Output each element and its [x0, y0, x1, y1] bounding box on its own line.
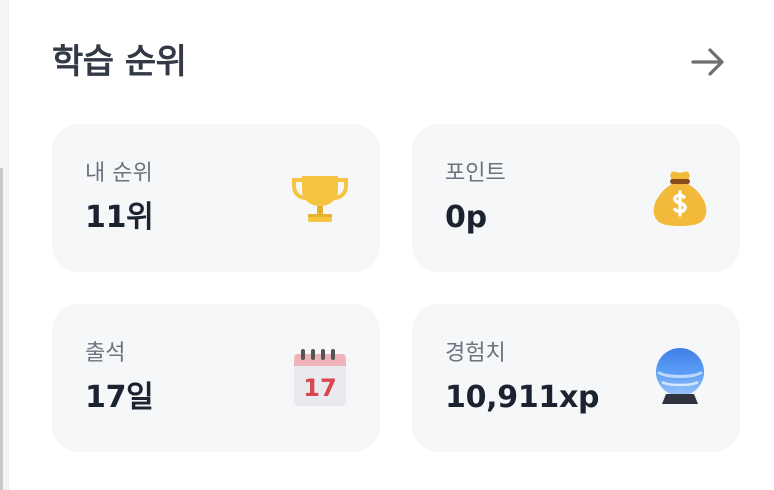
scroll-track: [0, 0, 9, 490]
crystal-ball-icon: [648, 346, 712, 410]
calendar-icon: 17: [288, 346, 352, 410]
money-bag-icon: [648, 166, 712, 230]
card-my-rank[interactable]: 내 순위 11위: [52, 124, 380, 272]
card-label: 경험치: [445, 341, 506, 366]
card-experience[interactable]: 경험치 10,911xp: [412, 304, 740, 452]
scrollbar-thumb[interactable]: [0, 168, 3, 490]
view-more-button[interactable]: [686, 40, 730, 84]
card-value: 0p: [445, 200, 487, 235]
card-label: 출석: [85, 341, 126, 366]
card-value: 11위: [85, 200, 154, 235]
card-label: 내 순위: [85, 161, 153, 186]
ranking-header: 학습 순위: [52, 36, 730, 88]
card-points[interactable]: 포인트 0p: [412, 124, 740, 272]
card-value: 17일: [85, 380, 154, 415]
section-title: 학습 순위: [52, 42, 187, 82]
card-label: 포인트: [445, 161, 506, 186]
card-value: 10,911xp: [445, 380, 600, 415]
arrow-right-icon: [691, 48, 724, 76]
card-attendance[interactable]: 출석 17일 17: [52, 304, 380, 452]
calendar-day-text: 17: [303, 374, 336, 402]
trophy-icon: [288, 166, 352, 230]
